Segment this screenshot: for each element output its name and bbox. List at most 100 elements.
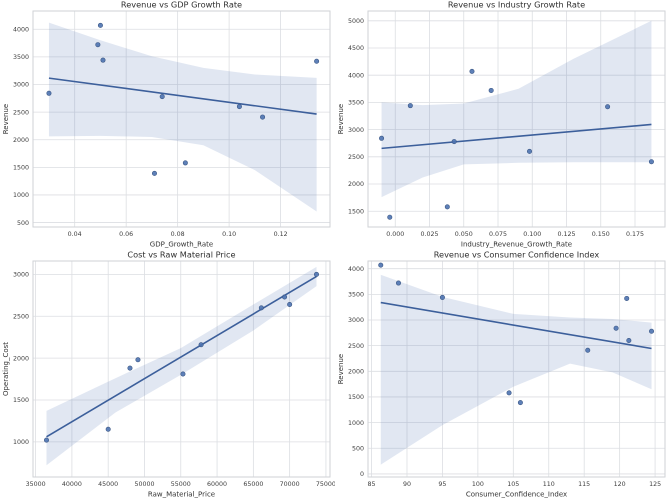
- x-axis-label: GDP_Growth_Rate: [150, 241, 213, 249]
- chart-title: Cost vs Raw Material Price: [127, 250, 235, 260]
- subplot-cost-vs-raw-material-price: 35000 40000 45000 50000 55000 60000 65000 70000…: [0, 250, 335, 500]
- data-point: [517, 400, 523, 406]
- chart-title: Revenue vs GDP Growth Rate: [121, 0, 242, 10]
- x-tick-label: 0.125: [557, 231, 575, 238]
- grid: [33, 11, 330, 227]
- y-tick-label: 2500: [347, 154, 363, 161]
- y-tick-label: 2000: [13, 137, 29, 144]
- data-point: [97, 22, 103, 28]
- x-tick-label: 0.000: [386, 231, 404, 238]
- x-tick-label: 55000: [171, 481, 191, 488]
- y-tick-label: 5000: [347, 18, 363, 25]
- x-tick-label: 85: [367, 481, 375, 488]
- x-tick-label: 110: [542, 481, 554, 488]
- x-tick-label: 100: [471, 481, 483, 488]
- grid: [33, 261, 330, 477]
- data-point: [395, 280, 401, 286]
- data-point: [182, 160, 188, 166]
- x-tick-label: 0.175: [625, 231, 643, 238]
- y-tick-label: 2000: [347, 181, 363, 188]
- data-point: [444, 204, 450, 210]
- x-tick-label: 0.050: [454, 231, 472, 238]
- y-axis-label: Operating_Cost: [2, 342, 10, 396]
- data-point: [105, 426, 111, 432]
- data-point: [127, 365, 133, 371]
- x-tick-label: 0.075: [488, 231, 506, 238]
- y-tick-label: 2500: [13, 109, 29, 116]
- y-tick-labels: 1500 2000 2500 3000 3500 4000 4500 5000: [347, 18, 363, 215]
- y-axis-label: Revenue: [2, 104, 10, 135]
- data-point: [407, 103, 413, 109]
- data-point: [584, 347, 590, 353]
- data-point: [282, 294, 288, 300]
- scatter-points: [46, 22, 320, 176]
- x-tick-label: 0.12: [274, 231, 288, 238]
- subplot-revenue-vs-consumer-confidence-index: 85 90 95 100 105 110 115 120 125 0 500 1000 1500 2000…: [335, 250, 669, 500]
- data-point: [236, 104, 242, 110]
- x-tick-label: 105: [507, 481, 519, 488]
- x-tick-labels: 0.000 0.025 0.050 0.075 0.100 0.125 0.150 0.175: [386, 231, 644, 238]
- subplot-revenue-vs-gdp-growth-rate: 0.04 0.06 0.08 0.10 0.12 500 1000 1500 2000 2500 3…: [0, 0, 335, 250]
- x-tick-label: 45000: [98, 481, 118, 488]
- data-point: [377, 262, 383, 268]
- y-tick-label: 1000: [13, 192, 29, 199]
- data-point: [468, 68, 474, 74]
- confidence-band: [380, 274, 652, 465]
- x-axis-label: Industry_Revenue_Growth_Rate: [460, 241, 571, 249]
- x-tick-label: 75000: [316, 481, 335, 488]
- x-tick-label: 60000: [207, 481, 227, 488]
- y-tick-label: 3000: [13, 82, 29, 89]
- x-tick-label: 0.04: [68, 231, 82, 238]
- y-tick-label: 500: [351, 445, 363, 452]
- x-tick-label: 35000: [26, 481, 46, 488]
- chart-canvas: 0.04 0.06 0.08 0.10 0.12 500 1000 1500 2000 2500 3…: [2, 0, 331, 249]
- data-point: [506, 390, 512, 396]
- chart-title: Revenue vs Industry Growth Rate: [447, 0, 584, 10]
- scatter-points: [377, 262, 654, 406]
- y-tick-label: 4000: [13, 26, 29, 33]
- x-axis-label: Consumer_Confidence_Index: [465, 491, 566, 499]
- y-tick-label: 3500: [13, 54, 29, 61]
- y-axis-label: Revenue: [337, 104, 345, 135]
- confidence-band: [46, 266, 317, 466]
- data-point: [451, 139, 457, 145]
- y-tick-labels: 500 1000 1500 2000 2500 3000 3500 4000: [13, 26, 29, 226]
- y-tick-label: 1500: [13, 397, 29, 404]
- chart-canvas: 85 90 95 100 105 110 115 120 125 0 500 1000 1500 2000…: [337, 250, 665, 499]
- data-point: [386, 214, 392, 220]
- x-tick-label: 95: [438, 481, 446, 488]
- y-tick-label: 3500: [347, 292, 363, 299]
- y-tick-label: 3000: [13, 272, 29, 279]
- x-tick-label: 0.08: [171, 231, 185, 238]
- data-point: [648, 159, 654, 165]
- plot-area: [367, 260, 665, 478]
- y-tick-label: 4000: [347, 72, 363, 79]
- y-tick-label: 1500: [347, 394, 363, 401]
- y-tick-label: 4000: [347, 266, 363, 273]
- y-tick-label: 2000: [13, 355, 29, 362]
- data-point: [604, 104, 610, 110]
- y-tick-label: 1000: [13, 439, 29, 446]
- confidence-band: [48, 22, 317, 212]
- data-point: [613, 325, 619, 331]
- regression-line: [48, 77, 317, 115]
- data-point: [258, 305, 264, 311]
- x-tick-label: 115: [578, 481, 590, 488]
- data-point: [260, 114, 266, 120]
- regression-line: [380, 301, 652, 350]
- confidence-band: [381, 20, 651, 198]
- grid: [367, 11, 665, 227]
- data-point: [625, 338, 631, 344]
- regression-line: [46, 275, 317, 438]
- x-tick-label: 40000: [62, 481, 82, 488]
- plot-area: [32, 260, 331, 478]
- x-tick-labels: 85 90 95 100 105 110 115 120 125: [367, 481, 661, 488]
- x-tick-label: 0.06: [119, 231, 133, 238]
- regression-line: [380, 123, 652, 150]
- grid: [367, 261, 665, 477]
- chart-canvas: 0.000 0.025 0.050 0.075 0.100 0.125 0.150 0.175…: [337, 0, 665, 249]
- data-point: [623, 295, 629, 301]
- x-tick-label: 0.025: [420, 231, 438, 238]
- data-point: [43, 437, 49, 443]
